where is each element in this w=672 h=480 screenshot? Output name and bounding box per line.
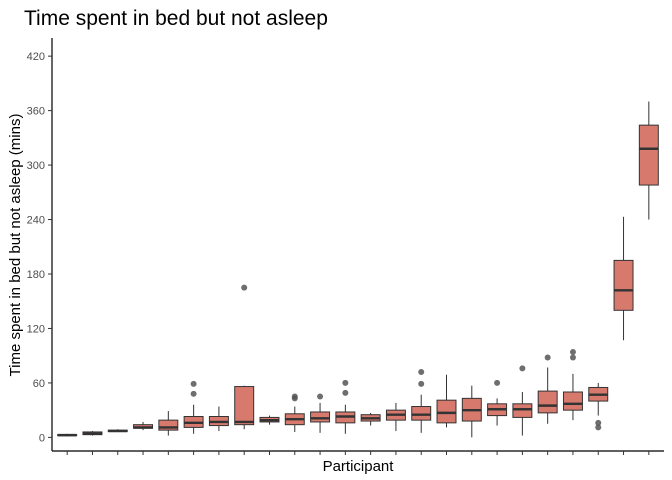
box-participant [310, 393, 331, 433]
chart-title: Time spent in bed but not asleep [24, 7, 328, 30]
box-iqr [562, 391, 583, 411]
outlier-point [190, 380, 197, 387]
y-axis-ticks: 0 60 120 180 240 300 360 420 [27, 51, 52, 444]
box-participant [360, 412, 381, 426]
y-tick-label: 180 [27, 269, 45, 281]
outlier-point [418, 369, 425, 376]
box-iqr [613, 259, 634, 311]
box-participant [107, 429, 128, 433]
box-iqr [234, 386, 255, 426]
box-iqr [310, 411, 331, 423]
box-participant [638, 101, 659, 220]
x-axis-label: Participant [323, 458, 395, 475]
box-participant [158, 411, 179, 436]
outlier-point [190, 390, 197, 397]
box-participant [436, 374, 457, 428]
box-participant [385, 402, 406, 432]
outlier-point [519, 365, 526, 372]
box-participant [588, 382, 609, 431]
outlier-point [595, 419, 602, 426]
outlier-point [569, 354, 576, 361]
box-participant [512, 365, 533, 436]
box-participant [57, 433, 78, 437]
y-axis-label: Time spent in bed but not asleep (mins) [7, 114, 24, 377]
box-participant [562, 349, 583, 421]
box-iqr [436, 399, 457, 424]
box-participant [487, 379, 508, 426]
box-iqr [411, 406, 432, 421]
y-tick-label: 60 [33, 378, 45, 390]
y-tick-label: 420 [27, 51, 45, 63]
box-iqr [158, 419, 179, 431]
box-participant [183, 380, 204, 434]
box-iqr [537, 390, 558, 414]
box-iqr [638, 124, 659, 186]
outlier-point [544, 354, 551, 361]
box-participant [234, 284, 255, 430]
box-participant [133, 421, 154, 431]
x-axis-ticks [66, 451, 650, 455]
outlier-point [241, 284, 248, 291]
outlier-point [569, 349, 576, 356]
outlier-point [342, 379, 349, 386]
outlier-point [595, 424, 602, 431]
box-iqr [512, 403, 533, 418]
plot-area [57, 101, 659, 438]
y-tick-label: 0 [39, 432, 45, 444]
outlier-point [291, 393, 298, 400]
box-participant [335, 379, 356, 434]
outlier-point [342, 389, 349, 396]
box-participant [537, 354, 558, 424]
outlier-point [418, 380, 425, 387]
box-participant [411, 369, 432, 433]
outlier-point [494, 379, 501, 386]
y-tick-label: 300 [27, 160, 45, 172]
y-tick-label: 240 [27, 215, 45, 227]
box-participant [613, 216, 634, 341]
box-participant [284, 393, 305, 432]
box-participant [461, 385, 482, 438]
y-tick-label: 120 [27, 323, 45, 335]
y-tick-label: 360 [27, 106, 45, 118]
outlier-point [317, 393, 324, 400]
box-participant [82, 431, 103, 436]
box-participant [259, 415, 280, 425]
box-participant [208, 406, 229, 432]
